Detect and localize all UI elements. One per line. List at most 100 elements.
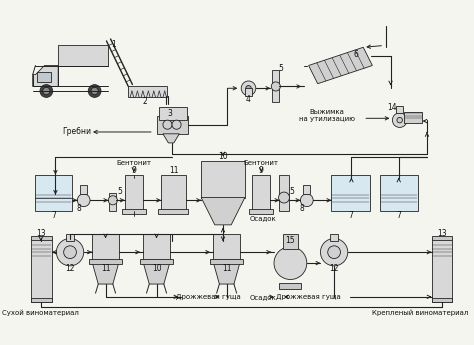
Text: Дрожжевая гуща: Дрожжевая гуща [176, 294, 241, 300]
Bar [89, 258, 122, 264]
Circle shape [271, 82, 281, 91]
Bar [303, 185, 310, 194]
Bar [213, 234, 240, 261]
Text: 2: 2 [142, 97, 147, 106]
Text: 10: 10 [152, 264, 161, 273]
Circle shape [56, 238, 84, 266]
Bar [331, 175, 370, 211]
Bar [272, 70, 280, 102]
Text: 10: 10 [218, 152, 228, 161]
Circle shape [301, 194, 313, 207]
Circle shape [241, 81, 256, 96]
Polygon shape [143, 261, 170, 284]
Text: 5: 5 [118, 187, 123, 196]
Text: Крепленый виноматериал: Крепленый виноматериал [372, 310, 468, 316]
Bar [140, 258, 173, 264]
Text: 13: 13 [437, 229, 447, 238]
Text: 11: 11 [222, 264, 231, 273]
Text: 13: 13 [36, 229, 46, 238]
Bar [31, 238, 52, 302]
Polygon shape [163, 134, 179, 143]
Circle shape [77, 194, 90, 207]
Text: Выжимка
на утилизацию: Выжимка на утилизацию [299, 109, 355, 122]
Circle shape [172, 120, 181, 129]
Bar [431, 298, 453, 302]
Circle shape [40, 85, 53, 97]
Text: 1: 1 [111, 40, 116, 49]
Text: 6: 6 [354, 50, 358, 59]
Bar [125, 175, 143, 211]
Bar [128, 87, 167, 97]
Text: Бентонит: Бентонит [116, 160, 151, 166]
Text: Сухой виноматериал: Сухой виноматериал [2, 310, 79, 316]
Text: 7: 7 [348, 211, 353, 220]
Bar [37, 72, 51, 82]
Bar [31, 298, 52, 302]
Circle shape [64, 246, 76, 258]
Circle shape [279, 192, 290, 203]
Text: 9: 9 [259, 166, 264, 175]
Text: Осадок: Осадок [249, 294, 276, 300]
Polygon shape [213, 261, 240, 284]
Text: 7: 7 [396, 211, 401, 220]
Text: 8: 8 [300, 204, 305, 213]
Polygon shape [201, 198, 245, 225]
Text: 9: 9 [131, 166, 136, 175]
Text: 12: 12 [65, 264, 75, 273]
Bar [431, 238, 453, 302]
Bar [431, 236, 453, 240]
Text: Дрожжевая гуща: Дрожжевая гуща [276, 294, 341, 300]
Circle shape [91, 87, 98, 95]
Bar [249, 209, 273, 214]
Text: 3: 3 [168, 109, 173, 118]
Bar [283, 234, 298, 248]
Polygon shape [33, 66, 58, 87]
Bar [404, 112, 422, 123]
Text: Бентонит: Бентонит [244, 160, 279, 166]
Text: 14: 14 [388, 103, 397, 112]
Circle shape [392, 113, 407, 127]
Text: 11: 11 [101, 264, 110, 273]
Bar [280, 175, 289, 211]
Bar [201, 161, 245, 198]
Bar [396, 106, 403, 113]
Bar [158, 209, 188, 214]
Circle shape [88, 85, 101, 97]
Circle shape [108, 196, 118, 205]
Bar [161, 175, 186, 211]
Polygon shape [92, 261, 119, 284]
Bar [58, 45, 108, 66]
Bar [66, 234, 73, 241]
Circle shape [320, 238, 348, 266]
Bar [280, 283, 301, 289]
Bar [92, 234, 119, 261]
Bar [159, 107, 187, 120]
Circle shape [43, 87, 50, 95]
Circle shape [163, 120, 172, 129]
Polygon shape [309, 47, 373, 84]
Bar [80, 185, 87, 194]
Bar [210, 258, 243, 264]
Bar [143, 234, 170, 261]
Text: 8: 8 [77, 204, 82, 213]
Text: 12: 12 [329, 264, 339, 273]
Bar [156, 116, 188, 134]
Text: 15: 15 [285, 236, 295, 245]
Bar [109, 193, 117, 211]
Text: 11: 11 [169, 166, 179, 175]
Text: 4: 4 [246, 95, 251, 104]
Text: Гребни: Гребни [62, 128, 91, 137]
Bar [122, 209, 146, 214]
Bar [31, 236, 52, 240]
Bar [245, 88, 252, 96]
Text: 5: 5 [290, 187, 295, 196]
Circle shape [274, 247, 307, 279]
Circle shape [328, 246, 340, 258]
Bar [330, 234, 338, 241]
Bar [252, 175, 270, 211]
Text: Осадок: Осадок [249, 215, 276, 220]
Circle shape [246, 86, 251, 91]
Text: 5: 5 [279, 64, 284, 73]
Circle shape [397, 117, 402, 123]
Bar [36, 175, 72, 211]
